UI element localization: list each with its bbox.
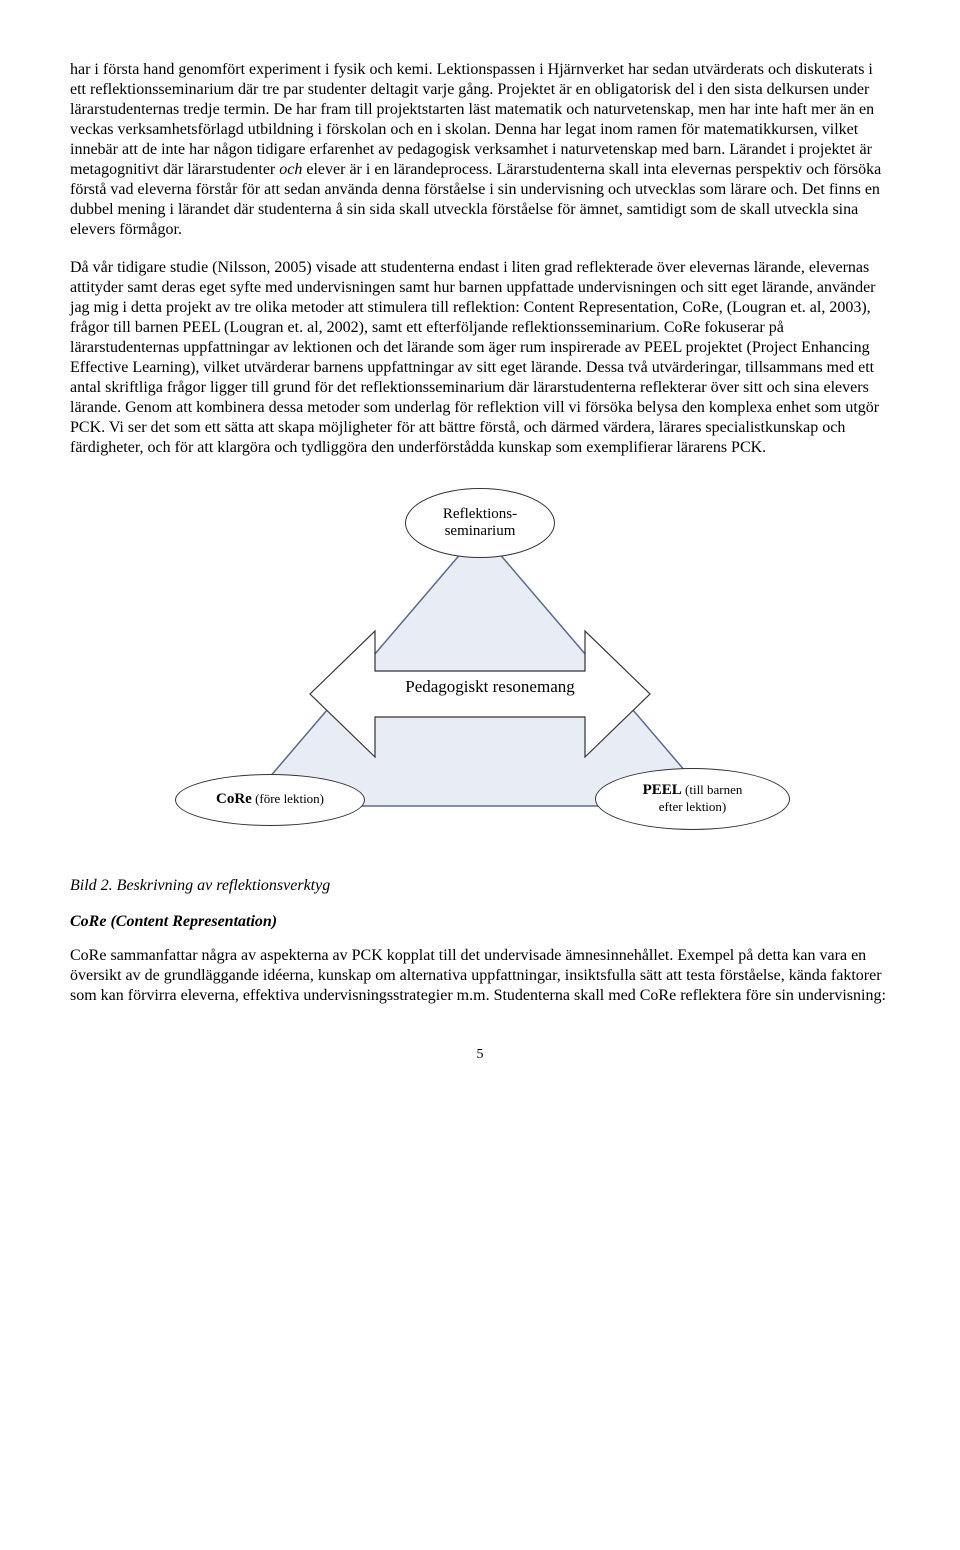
top-bubble: Reflektions- seminarium [405, 488, 555, 558]
left-bubble-light: (före lektion) [252, 791, 324, 806]
top-bubble-line1: Reflektions- [443, 506, 517, 522]
reflection-diagram: Reflektions- seminarium Pedagogiskt reso… [160, 476, 800, 856]
triangle-shape [245, 531, 715, 806]
mid-label: Pedagogiskt resonemang [380, 676, 600, 697]
paragraph-2: Då vår tidigare studie (Nilsson, 2005) v… [70, 258, 890, 458]
right-bubble-line2: efter lektion) [659, 799, 727, 814]
italic-och: och [279, 161, 302, 178]
paragraph-3: CoRe sammanfattar några av aspekterna av… [70, 946, 890, 1006]
right-bubble: PEEL (till barnen efter lektion) [595, 768, 790, 830]
right-bubble-bold: PEEL [643, 782, 682, 798]
left-bubble: CoRe (före lektion) [175, 774, 365, 826]
top-bubble-line2: seminarium [445, 523, 516, 539]
right-bubble-line1: (till barnen [682, 782, 743, 797]
sub-heading: CoRe (Content Representation) [70, 912, 890, 932]
left-bubble-bold: CoRe [216, 791, 252, 807]
paragraph-1: har i första hand genomfört experiment i… [70, 60, 890, 240]
figure-caption: Bild 2. Beskrivning av reflektionsverkty… [70, 876, 890, 896]
page-number: 5 [70, 1046, 890, 1064]
